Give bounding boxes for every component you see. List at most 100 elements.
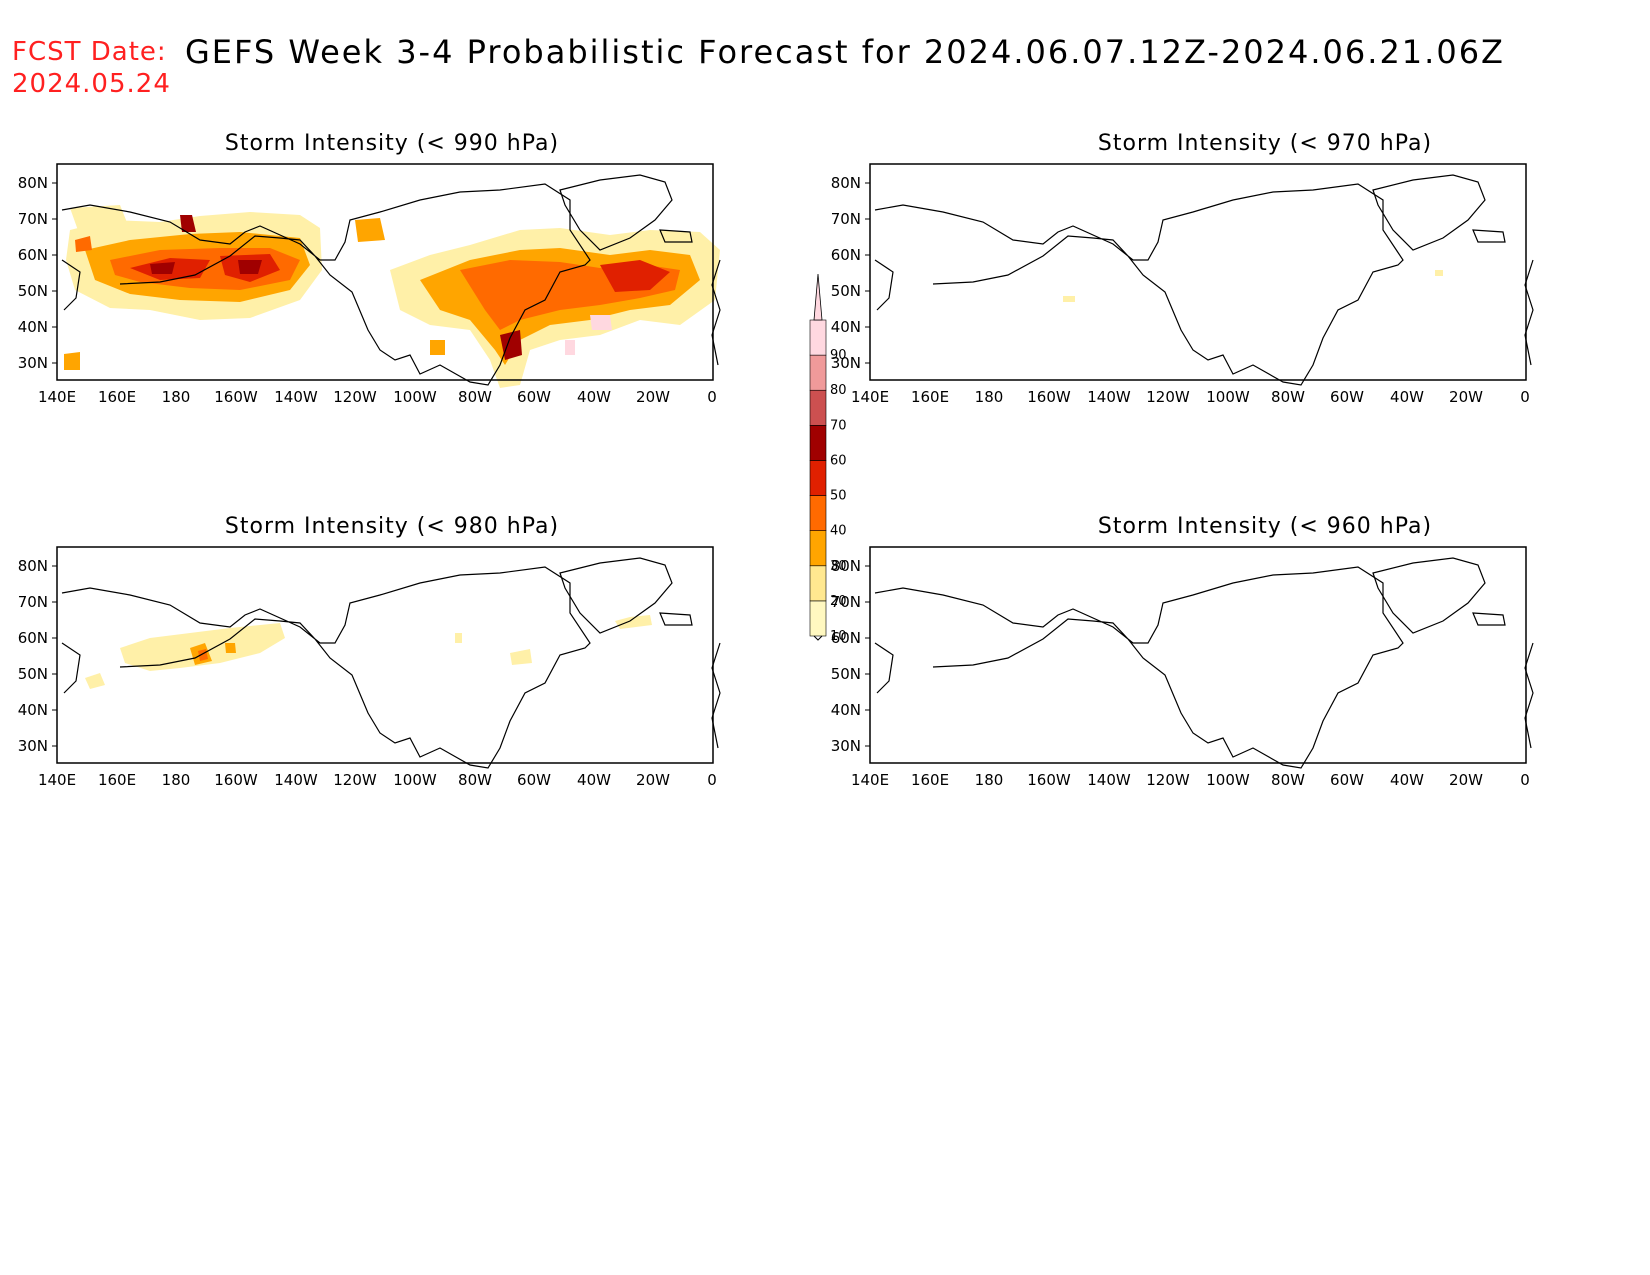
lon-label: 40W	[577, 771, 611, 789]
lon-label: 0	[707, 388, 717, 406]
lon-label: 60W	[517, 388, 551, 406]
colorbar-swatch	[809, 425, 827, 461]
colorbar-level-label: 70	[830, 418, 847, 433]
panel-title-980: Storm Intensity (< 980 hPa)	[224, 514, 560, 539]
colorbar-swatch	[809, 565, 827, 602]
lon-label: 0	[1520, 388, 1530, 406]
lon-label: 160E	[911, 771, 949, 789]
lat-label: 30N	[18, 737, 48, 755]
coastlines	[61, 557, 721, 769]
colorbar-swatch	[809, 495, 827, 531]
colorbar-swatch	[809, 319, 827, 356]
lon-label: 140E	[38, 388, 76, 406]
lat-ticks: 80N 70N 60N 50N 40N 30N	[18, 174, 57, 372]
lon-label: 80W	[1271, 771, 1305, 789]
lat-label: 40N	[18, 701, 48, 719]
coastlines	[874, 174, 1534, 386]
map-panel-970: 80N 70N 60N 50N 40N 30N 140E 160E 180 16…	[831, 163, 1534, 406]
lon-label: 20W	[636, 771, 670, 789]
lat-label: 70N	[18, 593, 48, 611]
lon-label: 160E	[98, 771, 136, 789]
lat-ticks: 80N 70N 60N 50N 40N 30N	[18, 557, 57, 755]
colorbar-level-label: 20	[830, 594, 847, 609]
probability-shading	[64, 205, 720, 388]
colorbar-level-label: 90	[830, 348, 847, 363]
map-frame	[869, 163, 1527, 381]
lat-ticks: 80N 70N 60N 50N 40N 30N	[831, 557, 870, 755]
lat-label: 40N	[831, 318, 861, 336]
map-frame	[869, 546, 1527, 764]
lon-label: 180	[162, 771, 191, 789]
lon-label: 140W	[274, 388, 318, 406]
lon-label: 100W	[1206, 771, 1250, 789]
colorbar-boxes	[809, 319, 827, 637]
lon-ticks: 140E 160E 180 160W 140W 120W 100W 80W 60…	[851, 771, 1530, 789]
lat-label: 60N	[18, 246, 48, 264]
lat-label: 60N	[831, 629, 861, 647]
probability-shading	[85, 615, 652, 689]
lon-label: 120W	[333, 771, 377, 789]
probability-shading	[1063, 270, 1443, 302]
colorbar-level-label: 10	[830, 629, 847, 644]
lat-label: 50N	[18, 282, 48, 300]
lat-label: 30N	[18, 354, 48, 372]
lat-label: 50N	[18, 665, 48, 683]
lon-label: 160W	[214, 388, 258, 406]
lat-label: 40N	[18, 318, 48, 336]
lat-label: 70N	[831, 593, 861, 611]
lat-label: 80N	[831, 557, 861, 575]
colorbar-swatch	[809, 530, 827, 567]
lon-label: 160W	[1027, 388, 1071, 406]
colorbar-level-label: 40	[830, 524, 847, 539]
fcst-date-value: 2024.05.24	[12, 69, 171, 99]
lon-ticks: 140E 160E 180 160W 140W 120W 100W 80W 60…	[38, 388, 717, 406]
lat-label: 40N	[831, 701, 861, 719]
lon-label: 100W	[393, 771, 437, 789]
lat-label: 70N	[18, 210, 48, 228]
lon-label: 40W	[577, 388, 611, 406]
lon-label: 140W	[1087, 388, 1131, 406]
lon-label: 140E	[851, 771, 889, 789]
map-panel-980: 80N 70N 60N 50N 40N 30N 140E 160E 180 16…	[18, 546, 721, 789]
lon-label: 180	[975, 388, 1004, 406]
colorbar-swatch	[809, 389, 827, 426]
lon-label: 80W	[458, 771, 492, 789]
lon-ticks: 140E 160E 180 160W 140W 120W 100W 80W 60…	[38, 771, 717, 789]
panel-title-970: Storm Intensity (< 970 hPa)	[1097, 131, 1433, 156]
lon-label: 140E	[38, 771, 76, 789]
lat-label: 60N	[831, 246, 861, 264]
lon-label: 120W	[1146, 771, 1190, 789]
colorbar-level-label: 80	[830, 383, 847, 398]
lon-label: 120W	[1146, 388, 1190, 406]
lon-label: 60W	[517, 771, 551, 789]
map-frame	[56, 163, 714, 381]
colorbar-level-label: 60	[830, 453, 847, 468]
lat-ticks: 80N 70N 60N 50N 40N 30N	[831, 174, 870, 372]
colorbar-swatch	[809, 600, 827, 637]
colorbar-level-label: 30	[830, 559, 847, 574]
fcst-date-label: FCST Date:	[12, 37, 167, 67]
lon-ticks: 140E 160E 180 160W 140W 120W 100W 80W 60…	[851, 388, 1530, 406]
lon-label: 100W	[393, 388, 437, 406]
colorbar-top-arrow	[813, 273, 823, 321]
lat-label: 30N	[831, 737, 861, 755]
lon-label: 160W	[214, 771, 258, 789]
lon-label: 20W	[636, 388, 670, 406]
lon-label: 40W	[1390, 388, 1424, 406]
colorbar-swatch	[809, 354, 827, 391]
lon-label: 40W	[1390, 771, 1424, 789]
lon-label: 80W	[458, 388, 492, 406]
lat-label: 80N	[831, 174, 861, 192]
colorbar: 10 20 30 40 50 60 70 80 90	[809, 273, 847, 644]
lat-label: 30N	[831, 354, 861, 372]
lon-label: 100W	[1206, 388, 1250, 406]
lat-label: 50N	[831, 665, 861, 683]
map-frame	[56, 546, 714, 764]
lon-label: 80W	[1271, 388, 1305, 406]
coastlines	[874, 557, 1534, 769]
map-panel-960: 80N 70N 60N 50N 40N 30N 140E 160E 180 16…	[831, 546, 1534, 789]
panel-title-960: Storm Intensity (< 960 hPa)	[1097, 514, 1433, 539]
colorbar-labels: 10 20 30 40 50 60 70 80 90	[830, 348, 847, 644]
lon-label: 160E	[98, 388, 136, 406]
lon-label: 60W	[1330, 388, 1364, 406]
